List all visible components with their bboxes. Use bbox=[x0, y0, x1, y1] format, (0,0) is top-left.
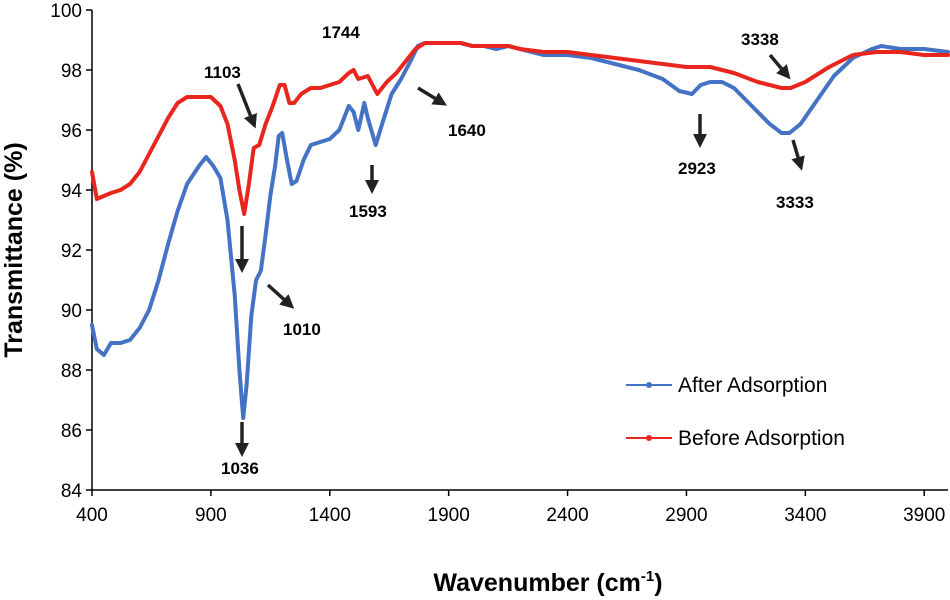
x-axis-title-sup: -1 bbox=[641, 568, 654, 585]
x-axis-title-main: Wavenumber (cm bbox=[433, 569, 640, 597]
y-tick-label: 94 bbox=[61, 181, 83, 202]
legend-label-after: After Adsorption bbox=[678, 374, 827, 397]
y-tick-label: 100 bbox=[50, 1, 82, 22]
y-tick-label: 84 bbox=[61, 481, 83, 502]
y-tick-label: 88 bbox=[61, 361, 82, 382]
y-axis-title: Transmittance (%) bbox=[0, 142, 28, 357]
arrow-3338 bbox=[768, 53, 791, 80]
x-tick-label: 400 bbox=[76, 505, 108, 526]
x-tick-label: 1900 bbox=[428, 505, 470, 526]
legend-item-after: After Adsorption bbox=[626, 374, 827, 397]
peak-labels: 1744 1103 1593 1640 1010 1036 2923 3338 … bbox=[204, 23, 814, 478]
x-tick-label: 2900 bbox=[665, 505, 707, 526]
y-tick-label: 92 bbox=[61, 241, 82, 262]
x-tick-label: 900 bbox=[195, 505, 227, 526]
peak-label-3338: 3338 bbox=[741, 30, 779, 49]
legend-marker-before bbox=[646, 435, 652, 441]
x-axis-title: Wavenumber (cm-1) bbox=[433, 568, 662, 597]
x-tick-label: 1400 bbox=[309, 505, 351, 526]
x-tick-label: 3900 bbox=[903, 505, 945, 526]
y-tick-label: 96 bbox=[61, 121, 82, 142]
y-tick-label: 90 bbox=[61, 301, 82, 322]
axes bbox=[91, 10, 948, 491]
arrow-1640 bbox=[417, 86, 447, 106]
y-tick-label: 86 bbox=[61, 421, 82, 442]
y-tick-label: 98 bbox=[61, 61, 82, 82]
series-after-adsorption bbox=[90, 41, 950, 420]
x-tick-label: 3400 bbox=[784, 505, 826, 526]
x-tick-label: 2400 bbox=[546, 505, 588, 526]
peak-label-1010: 1010 bbox=[283, 320, 321, 339]
peak-label-3333: 3333 bbox=[776, 193, 814, 212]
series-lines bbox=[90, 41, 950, 420]
legend-marker-after bbox=[646, 382, 652, 388]
arrow-1010-right bbox=[266, 283, 295, 309]
legend-label-before: Before Adsorption bbox=[678, 427, 845, 450]
peak-label-1103: 1103 bbox=[204, 63, 241, 82]
x-ticks: 400 900 1400 1900 2400 2900 3400 3900 bbox=[76, 490, 945, 526]
x-axis-title-end: ) bbox=[654, 569, 662, 597]
peak-label-1640: 1640 bbox=[448, 121, 486, 140]
arrow-3333 bbox=[791, 139, 805, 171]
peak-label-1593: 1593 bbox=[349, 202, 387, 221]
legend-item-before: Before Adsorption bbox=[626, 427, 845, 450]
series-before-adsorption bbox=[90, 41, 950, 216]
legend: After Adsorption Before Adsorption bbox=[626, 374, 845, 450]
peak-label-1036: 1036 bbox=[221, 459, 259, 478]
arrow-1103 bbox=[236, 83, 257, 129]
peak-label-1744: 1744 bbox=[322, 23, 360, 42]
peak-arrows bbox=[235, 53, 805, 457]
peak-label-2923: 2923 bbox=[678, 159, 716, 178]
y-ticks: 84 86 88 90 92 94 96 98 100 bbox=[50, 1, 92, 502]
